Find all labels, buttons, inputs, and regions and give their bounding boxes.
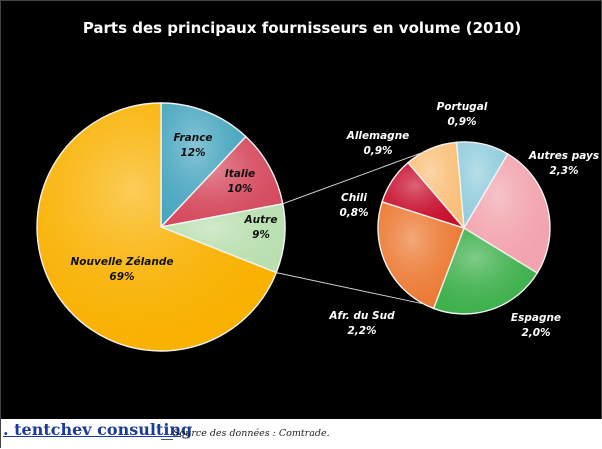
label-espagne: Espagne 2,0% [511, 312, 561, 339]
label-italie: Italie 10% [225, 168, 255, 195]
slice-nouvelle-zelande [36, 102, 278, 352]
label-allemagne: Allemagne 0,9% [346, 130, 410, 157]
label-chili: Chili 0,8% [339, 192, 368, 219]
slice-france [160, 102, 247, 229]
label-nouvelle-zelande: Nouvelle Zélande 69% [71, 256, 174, 283]
slice-italie [159, 135, 284, 229]
footer: . tentchev consulting Source des données… [1, 419, 602, 449]
footer-rule [161, 439, 173, 440]
label-france: France 12% [173, 132, 212, 159]
label-autre: Autre 9% [244, 214, 278, 241]
label-afr-du-sud: Afr. du Sud 2,2% [328, 310, 395, 337]
pie-of-pie-chart: France 12% Italie 10% Autre 9% Nouvelle Zéland… [36, 101, 599, 352]
slice-afr-du-sud [377, 200, 465, 310]
chart-title: Parts des principaux fournisseurs en vol… [82, 19, 522, 37]
slice-espagne [432, 226, 539, 315]
brand-name[interactable]: . tentchev consulting [3, 420, 193, 439]
slice-allemagne [407, 141, 465, 231]
label-portugal: Portugal 0,9% [437, 101, 488, 128]
slice-autres-pays [463, 153, 551, 275]
connector-line-bottom [276, 272, 424, 305]
source-note: Source des données : Comtrade. [173, 428, 330, 439]
label-autres-pays: Autres pays 2,3% [528, 150, 599, 177]
connector-line-top [282, 151, 424, 205]
